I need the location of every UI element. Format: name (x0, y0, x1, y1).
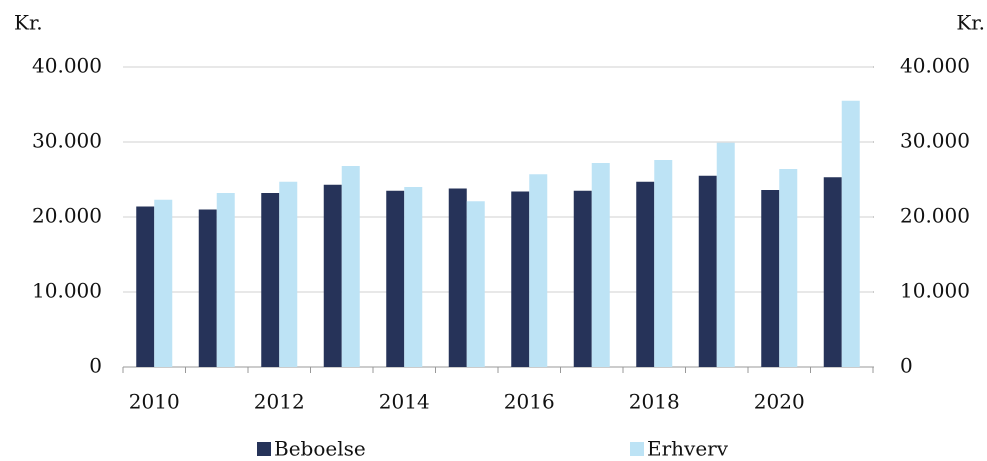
bar (511, 191, 530, 367)
y2-axis-label: Kr. (956, 11, 985, 35)
y2-tick-label: 10.000 (900, 279, 970, 303)
y-axis-label: Kr. (14, 11, 43, 35)
bar (404, 187, 423, 367)
bar (654, 160, 673, 367)
bar (279, 181, 298, 367)
bar (636, 181, 655, 367)
bar (591, 163, 610, 367)
bar (136, 206, 155, 367)
y2-tick-label: 20.000 (900, 204, 970, 228)
bar (761, 190, 780, 367)
bar (341, 166, 360, 367)
x-tick-label: 2014 (379, 390, 430, 414)
bar (466, 201, 485, 367)
y-tick-label: 10.000 (32, 279, 102, 303)
bar (198, 209, 217, 367)
bar (573, 190, 592, 367)
legend-label: Beboelse (274, 437, 366, 461)
legend-swatch (257, 442, 271, 456)
legend-swatch (630, 442, 644, 456)
x-tick-label: 2020 (754, 390, 805, 414)
bar (823, 177, 842, 367)
bar (779, 169, 798, 367)
bar (261, 193, 280, 367)
x-tick-label: 2012 (254, 390, 305, 414)
y-tick-label: 40.000 (32, 54, 102, 78)
y2-tick-label: 40.000 (900, 54, 970, 78)
bar (386, 190, 405, 367)
x-tick-label: 2016 (504, 390, 555, 414)
y-tick-label: 0 (89, 354, 102, 378)
y-tick-label: 30.000 (32, 129, 102, 153)
bar (323, 184, 342, 367)
y2-tick-label: 0 (900, 354, 913, 378)
x-tick-label: 2018 (629, 390, 680, 414)
bar (216, 193, 235, 367)
bar (698, 175, 717, 367)
bar (154, 199, 173, 367)
x-tick-label: 2010 (129, 390, 180, 414)
bar (448, 188, 467, 367)
bar (529, 174, 548, 367)
y2-tick-label: 30.000 (900, 129, 970, 153)
bar (841, 100, 860, 367)
y-tick-label: 20.000 (32, 204, 102, 228)
bar (716, 142, 735, 367)
legend-label: Erhverv (647, 437, 729, 461)
